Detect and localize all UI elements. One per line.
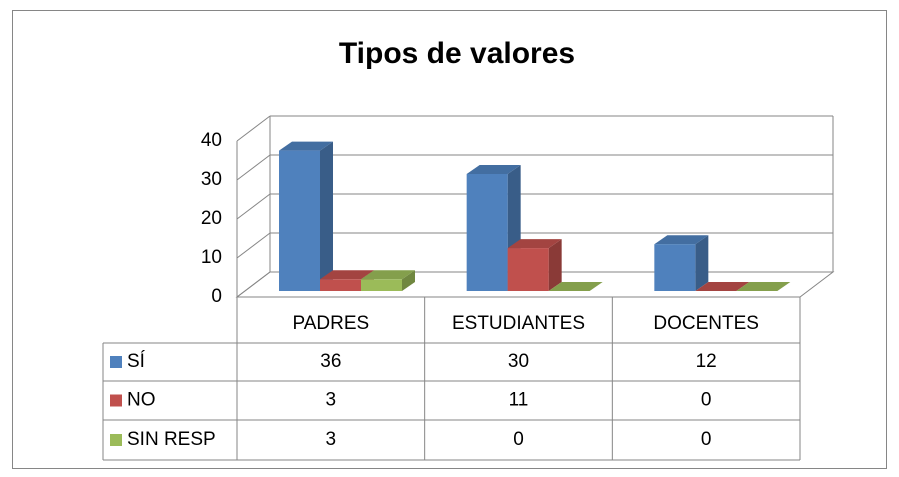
bar-top (548, 282, 603, 291)
y-tick-label: 30 (201, 169, 222, 190)
x-tick-label: ESTUDIANTES (452, 313, 585, 334)
legend-label: SÍ (127, 351, 146, 372)
x-tick-label: DOCENTES (653, 313, 759, 334)
table-value: 3 (326, 429, 337, 450)
bar-top (654, 235, 709, 245)
table-value: 0 (513, 429, 524, 450)
bar-side (695, 235, 709, 291)
bar-top (507, 239, 562, 249)
legend-label: NO (127, 390, 156, 411)
table-value: 30 (508, 351, 529, 372)
table-value: 36 (320, 351, 341, 372)
table-value: 0 (701, 390, 712, 411)
table-value: 0 (701, 429, 712, 450)
table-value: 12 (696, 351, 717, 372)
bar-top (320, 270, 374, 280)
grid-line (236, 232, 271, 259)
legend-key (110, 394, 122, 407)
grid-line (236, 271, 271, 298)
x-tick-label: PADRES (292, 313, 369, 334)
bar-side (548, 239, 562, 291)
bar (507, 248, 549, 291)
legend-key (110, 356, 122, 368)
table-value: 11 (509, 390, 529, 411)
grid-line (236, 193, 271, 220)
legend-key (110, 434, 122, 446)
y-tick-label: 0 (211, 286, 222, 307)
chart-frame (12, 10, 887, 469)
bar-side (402, 270, 415, 291)
chart-title: Tipos de valores (339, 37, 575, 70)
bar (361, 279, 402, 291)
y-tick-label: 20 (201, 208, 222, 229)
grid-line (236, 115, 271, 142)
bar-top (279, 141, 333, 151)
bar (320, 279, 361, 291)
bar (279, 150, 320, 291)
bar-top (361, 270, 415, 280)
y-tick-label: 40 (201, 130, 222, 151)
bar (654, 244, 696, 291)
bar-side (320, 141, 333, 291)
y-tick-label: 10 (201, 247, 222, 268)
bar-top (736, 282, 791, 291)
bar (466, 174, 508, 291)
grid-line (236, 154, 271, 181)
bar-top (695, 282, 750, 291)
table-value: 3 (326, 390, 337, 411)
legend-label: SIN RESP (127, 429, 216, 450)
bar-top (466, 165, 521, 174)
